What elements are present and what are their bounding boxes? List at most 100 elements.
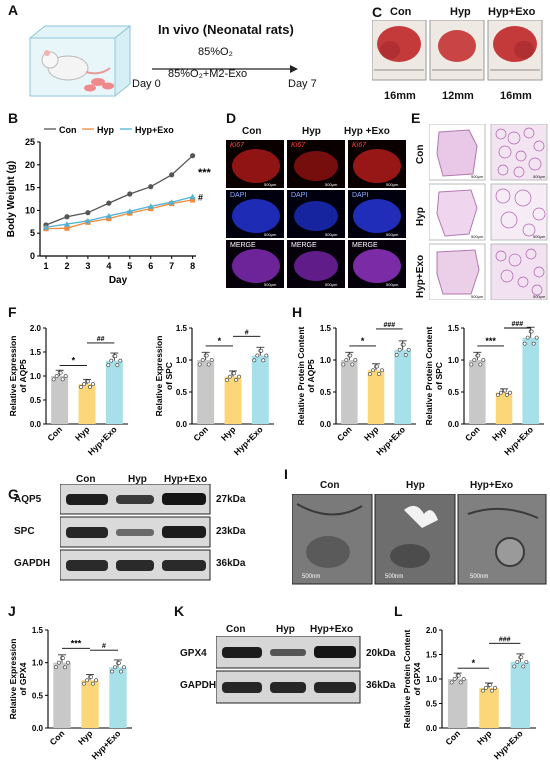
panel-letter-a: A [8,2,19,18]
data-dot [348,353,353,358]
panel-c-lung-photos: Con Hyp Hyp+Exo 16mm 12mm 16mm [371,6,550,110]
x-tick-label: 8 [190,261,195,271]
data-dot [469,362,474,367]
panel-c-label-hyp: Hyp [450,6,471,18]
y-tick-label: 1.0 [176,356,188,365]
data-dot [503,388,507,393]
wb-k-col-hyp: Hyp [276,624,295,635]
panel-j-gpx4-expression-chart: 0.0 0.5 1.0 1.5 Relative Expression of GPX4 Co… [8,626,132,761]
panel-c-label-con: Con [390,6,412,18]
y-tick-label: 25 [25,137,35,147]
y-axis-title: Body Weight (g) [6,161,17,237]
y-axis-title-line2: of AQP5 [18,359,28,392]
data-dot [394,353,399,357]
data-dot [484,685,488,690]
significance-marker: ### [383,322,395,329]
panel-e-row-con: Con [415,144,426,164]
data-dot [522,341,527,346]
data-point [169,172,175,178]
if-scale-bar-5: 500μm [325,232,338,237]
data-point [190,197,196,203]
panel-i-tem-images: Con Hyp Hyp+Exo 500nm 500nm 500nm [292,478,550,588]
significance-marker: * [218,336,222,346]
bar-hyp-exo [510,661,531,728]
x-tick-label: 5 [127,261,132,271]
y-tick-label: 0.5 [176,388,188,397]
data-dot [91,681,95,686]
wb-k-kda-gapdh: 36kDa [366,680,396,691]
if-scale-bar-7: 500μm [264,282,277,287]
wb-g-protein-spc: SPC [14,526,35,537]
x-tick-label: 4 [106,261,111,271]
x-tick-label: 7 [169,261,174,271]
he-scale-bar-4: 500μm [533,234,546,239]
data-point [84,217,91,224]
bar-hyp-exo [251,355,269,424]
x-axis-title: Day [109,275,128,286]
data-dot [264,353,269,358]
tem-scale-bar-1: 500nm [302,574,321,580]
y-tick-label: 0.5 [426,700,438,709]
data-dot [232,371,236,376]
panel-letter-l: L [394,603,403,619]
if-scale-bar-9: 500μm [386,282,399,287]
he-image-grid [429,124,548,300]
data-dot [478,362,483,367]
if-label-merge-1: MERGE [230,242,256,249]
y-axis-title-line2: of GPX4 [18,662,28,695]
legend-label: Hyp [97,125,115,135]
y-tick-label: 1.0 [320,356,332,365]
data-dot [66,660,70,665]
category-label: Hyp [362,424,380,442]
data-dot [521,664,526,669]
panel-l-gpx4-protein-chart: 0.0 0.5 1.0 1.5 2.0 Relative Protein Content o… [402,626,536,761]
data-dot [472,358,477,362]
y-tick-label: 15 [25,183,35,193]
bar-con [341,360,358,424]
y-tick-label: 2.0 [426,626,438,635]
significance-marker: ### [499,636,511,643]
wb-k-kda-gpx4: 20kDa [366,648,396,659]
panel-e-he-staining: Con Hyp Hyp+Exo 500μm 500μm 500μm 500μm … [411,122,550,300]
panel-letter-k: K [174,603,185,619]
data-dot [476,353,481,358]
data-dot [375,364,379,369]
y-tick-label: 0.5 [448,388,460,397]
data-dot [515,659,520,664]
y-tick-label: 1.5 [32,626,44,635]
bar-con [53,662,71,728]
wb-g-protein-aqp5: AQP5 [14,494,42,505]
data-dot [209,358,214,362]
data-dot [237,374,241,379]
bar-hyp [81,680,99,728]
data-dot [512,664,517,669]
panel-letter-f: F [8,304,17,320]
day0-label: Day 0 [132,78,161,90]
x-tick-label: 3 [85,261,90,271]
wb-g-kda-spc: 23kDa [216,526,246,537]
y-tick-label: 0.0 [176,420,188,429]
series-line-hyp [45,199,193,230]
y-tick-label: 0.5 [320,388,332,397]
if-label-merge-3: MERGE [352,242,378,249]
panel-c-label-hypexo: Hyp+Exo [488,6,536,18]
panel-letter-c: C [372,4,383,20]
significance-marker: ## [97,336,105,343]
bar-hyp-exo [105,360,123,424]
if-image-grid [226,140,406,288]
bar-con [469,360,486,424]
data-dot [63,374,68,378]
significance-marker: *** [198,167,212,179]
significance-marker: * [72,355,76,365]
panel-a-schematic: In vivo (Neonatal rats) 85%O₂ Day 0 85%O… [20,20,360,105]
wb-g-kda-gapdh: 36kDa [216,558,246,569]
category-label: Hyp+Exo [374,424,407,457]
y-tick-label: 1.5 [448,324,460,333]
significance-marker: # [102,643,106,650]
significance-marker: # [198,192,203,202]
wb-k-protein-gapdh: GAPDH [180,680,217,691]
y-tick-label: 1.0 [448,356,460,365]
data-dot [118,358,123,363]
panel-k-western-blot: Con Hyp Hyp+Exo GPX4 GAPDH 20kDa 36kDa [180,622,396,712]
x-tick-label: 6 [148,261,153,271]
